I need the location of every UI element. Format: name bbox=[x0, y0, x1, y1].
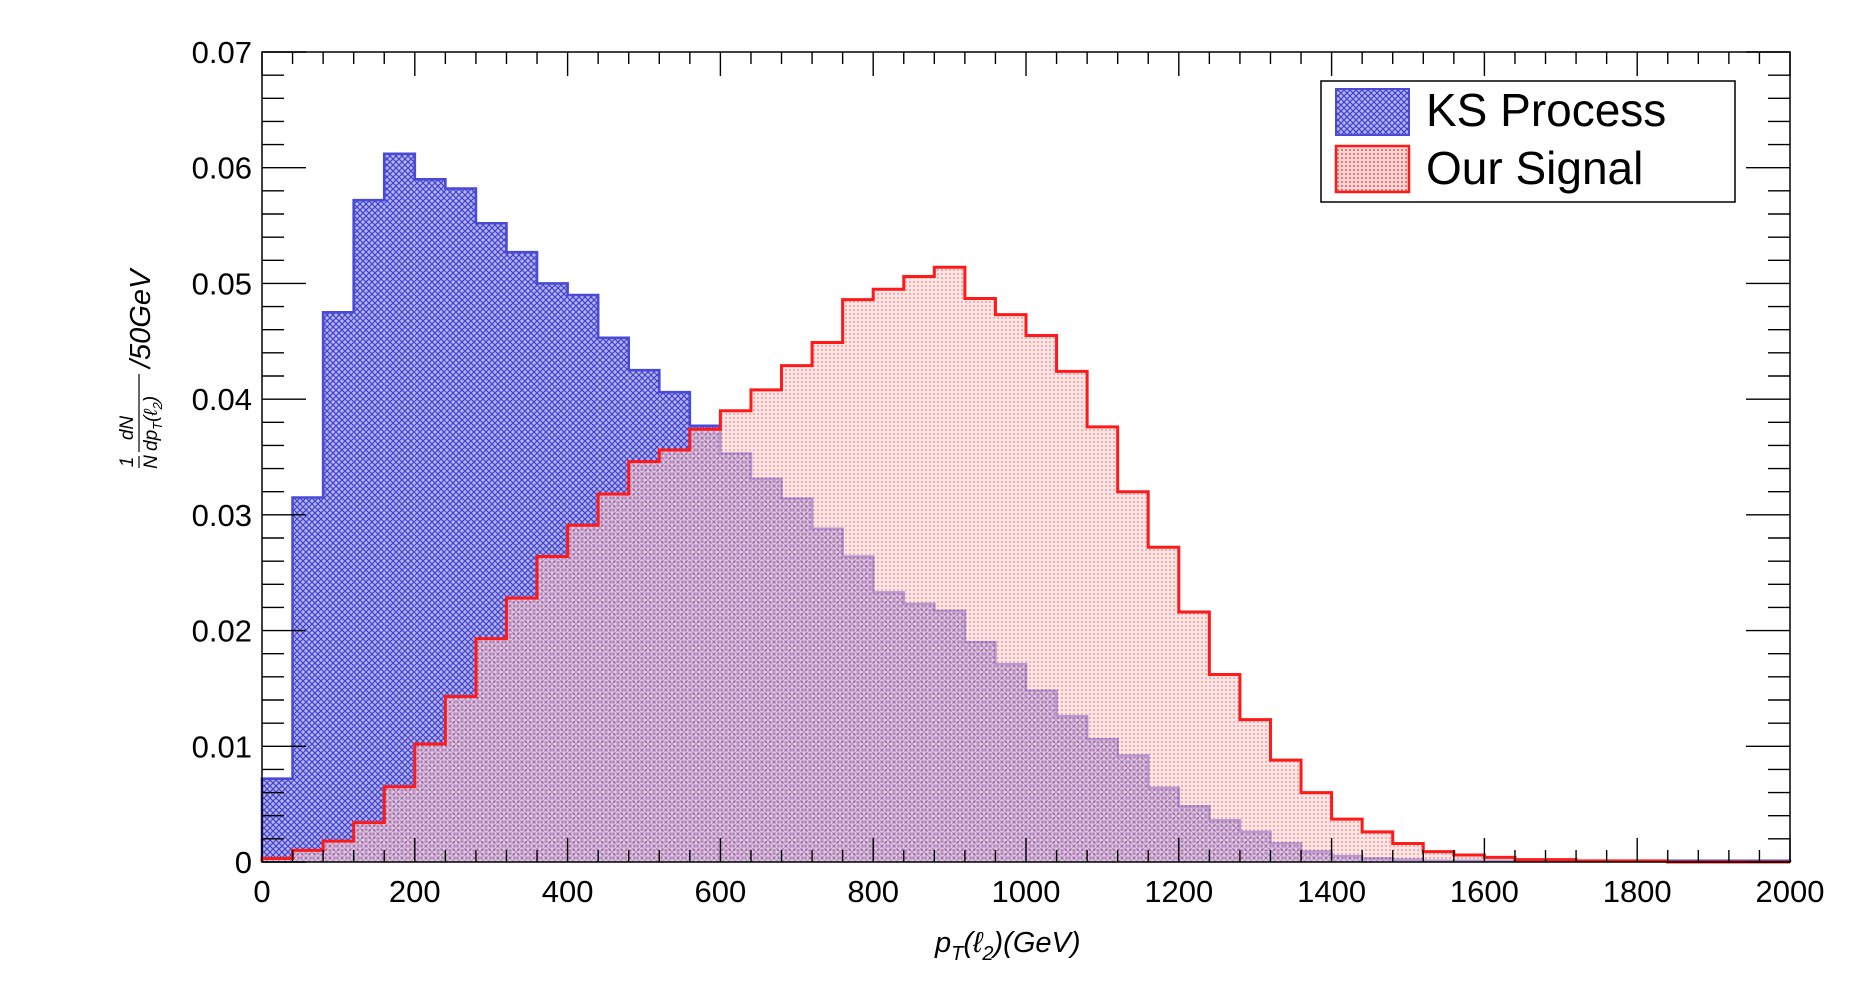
histogram-bar bbox=[1392, 843, 1424, 862]
svg-text:1: 1 bbox=[117, 457, 138, 468]
y-tick-label: 0.05 bbox=[192, 266, 252, 301]
x-tick-label: 1600 bbox=[1450, 874, 1519, 909]
x-tick-label: 0 bbox=[253, 874, 270, 909]
x-tick-label: 600 bbox=[695, 874, 747, 909]
histogram-bar bbox=[873, 289, 904, 862]
legend-label-our-signal: Our Signal bbox=[1426, 142, 1643, 194]
y-tick-label: 0.03 bbox=[192, 498, 252, 533]
histogram-bar bbox=[1362, 831, 1393, 862]
legend-swatch-our-signal bbox=[1334, 144, 1411, 194]
histogram-bar bbox=[1209, 674, 1240, 862]
histogram-bar bbox=[781, 365, 813, 862]
histogram-bar bbox=[292, 850, 324, 862]
histogram-bar bbox=[720, 410, 751, 862]
histogram-bar bbox=[1453, 855, 1485, 862]
histogram-bar bbox=[384, 153, 415, 863]
x-tick-label: 1400 bbox=[1297, 874, 1366, 909]
histogram-bar bbox=[262, 858, 293, 862]
histogram-bar bbox=[1148, 547, 1179, 862]
y-axis-title: 1 N dN dpT(ℓ2) /50GeV bbox=[117, 267, 165, 469]
histogram-bar bbox=[445, 696, 476, 862]
y-tick-label: 0.06 bbox=[192, 151, 252, 186]
histogram-bar bbox=[384, 786, 415, 862]
histogram-bar bbox=[934, 267, 965, 862]
histogram-bar bbox=[1270, 760, 1302, 862]
svg-text:N: N bbox=[141, 455, 162, 469]
histogram-bar bbox=[689, 429, 721, 862]
legend: KS Process Our Signal bbox=[1320, 80, 1736, 203]
histogram-bar bbox=[842, 299, 874, 863]
histogram-bar bbox=[903, 276, 935, 862]
y-tick-label: 0 bbox=[235, 845, 252, 880]
histogram-bar bbox=[1331, 819, 1363, 862]
x-tick-label: 2000 bbox=[1756, 874, 1825, 909]
histogram-bar bbox=[659, 450, 690, 862]
y-tick-label: 0.07 bbox=[192, 35, 252, 70]
histogram-bar bbox=[353, 822, 385, 862]
x-axis-title: pT(ℓ2)(GeV) bbox=[934, 927, 1081, 965]
x-tick-label: 1800 bbox=[1603, 874, 1672, 909]
x-tick-label: 1000 bbox=[992, 874, 1061, 909]
svg-text:dpT(ℓ2): dpT(ℓ2) bbox=[141, 396, 165, 451]
histogram-bar bbox=[506, 598, 538, 862]
histogram-bar bbox=[1026, 335, 1057, 862]
histogram-bar bbox=[1423, 851, 1454, 862]
histogram-bar bbox=[323, 841, 354, 862]
histogram-bar bbox=[475, 638, 507, 862]
legend-swatch-ks-process bbox=[1335, 88, 1410, 136]
histogram-bar bbox=[995, 314, 1026, 863]
histogram-bar bbox=[414, 743, 446, 862]
histogram-bar bbox=[353, 200, 385, 863]
x-tick-label: 1200 bbox=[1144, 874, 1213, 909]
histogram-bar bbox=[964, 298, 996, 862]
axes: 0 200 400 600 800 1000 1200 1400 1600 1800 2000 0 0.… bbox=[192, 35, 1825, 909]
y-tick-label: 0.02 bbox=[192, 614, 252, 649]
histogram-bar bbox=[262, 778, 293, 862]
histogram-bar bbox=[537, 556, 568, 862]
x-tick-label: 200 bbox=[389, 874, 441, 909]
x-tick-label: 400 bbox=[542, 874, 594, 909]
histogram-bar bbox=[750, 389, 782, 862]
histogram-bar bbox=[567, 525, 599, 862]
series-our-signal bbox=[260, 265, 1790, 864]
svg-text:dN: dN bbox=[117, 416, 138, 441]
histogram-bar bbox=[1087, 426, 1118, 862]
histogram-bar bbox=[1117, 491, 1149, 862]
histogram-bar bbox=[1484, 857, 1515, 862]
histogram-bars bbox=[260, 152, 1792, 864]
x-tick-label: 800 bbox=[847, 874, 899, 909]
y-tick-label: 0.04 bbox=[192, 382, 252, 417]
y-tick-label: 0.01 bbox=[192, 729, 252, 764]
histogram-bar bbox=[323, 312, 354, 862]
histogram-bar bbox=[812, 342, 843, 862]
histogram-bar bbox=[1178, 612, 1210, 862]
histogram-bar bbox=[628, 461, 660, 862]
histogram-bar bbox=[292, 497, 324, 862]
histogram-bar bbox=[1239, 719, 1271, 862]
histogram-bar bbox=[1056, 371, 1088, 862]
histogram-bar bbox=[1301, 792, 1332, 862]
histogram-bar bbox=[598, 494, 629, 862]
legend-label-ks-process: KS Process bbox=[1426, 84, 1666, 136]
svg-text:/50GeV: /50GeV bbox=[125, 267, 157, 370]
